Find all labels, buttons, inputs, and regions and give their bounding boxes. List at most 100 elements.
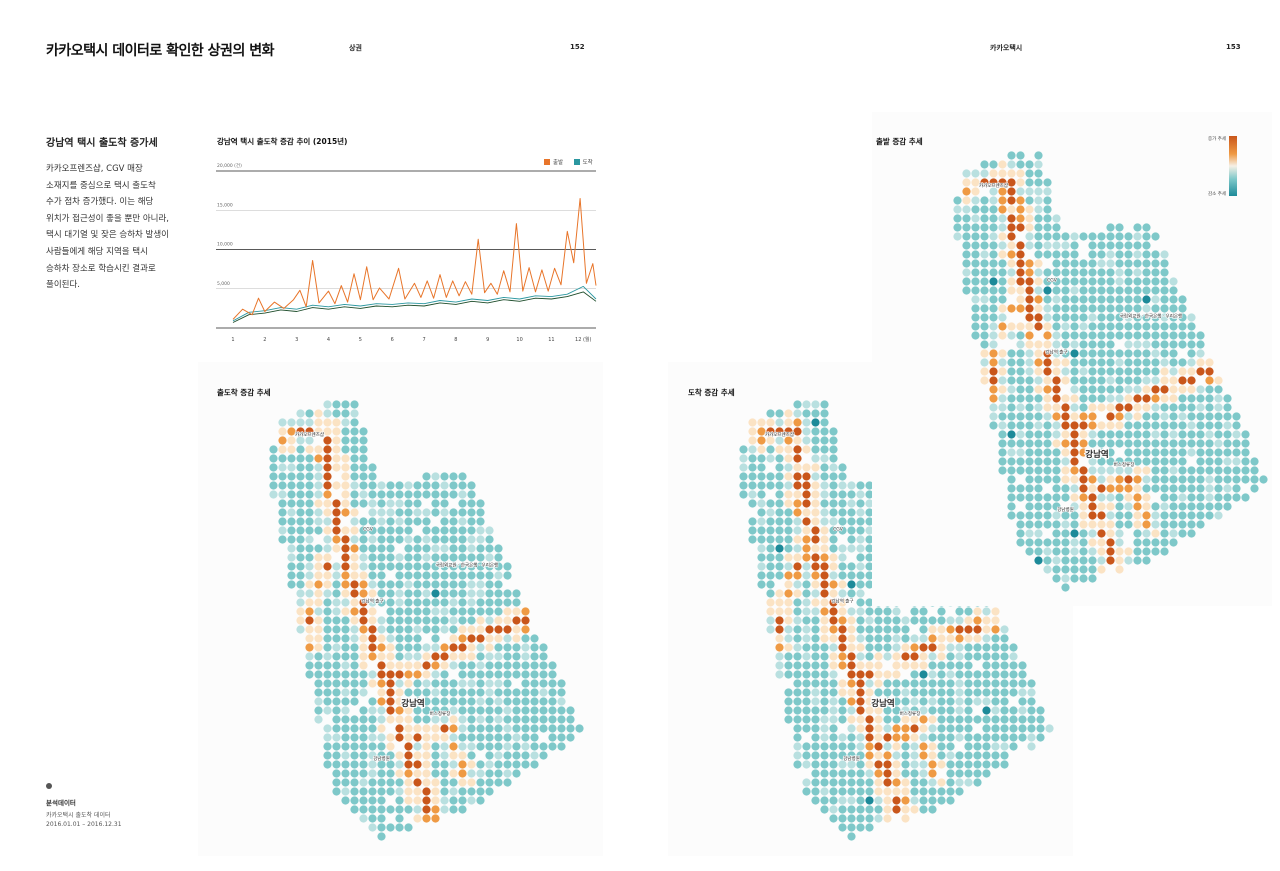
- map-dot: [305, 643, 314, 652]
- map-dot: [1196, 520, 1205, 529]
- map-dot: [928, 706, 937, 715]
- map-dot: [980, 340, 989, 349]
- map-dot: [793, 517, 802, 526]
- map-dot: [1115, 259, 1124, 268]
- map-dot: [811, 661, 820, 670]
- map-dot: [521, 697, 530, 706]
- map-dot: [341, 454, 350, 463]
- map-dot: [413, 598, 422, 607]
- map-dot: [901, 616, 910, 625]
- map-dot: [1151, 520, 1160, 529]
- map-dot: [1151, 349, 1160, 358]
- map-dot: [395, 634, 404, 643]
- map-dot: [314, 652, 323, 661]
- map-dot: [802, 688, 811, 697]
- map-dot: [989, 367, 998, 376]
- map-dot: [946, 715, 955, 724]
- map-dot: [1124, 457, 1133, 466]
- map-label-station: 강남역: [1085, 449, 1108, 460]
- map-dot: [359, 535, 368, 544]
- map-dot: [1106, 493, 1115, 502]
- map-dot: [802, 400, 811, 409]
- map-dot: [341, 715, 350, 724]
- map-dot: [919, 778, 928, 787]
- map-dot: [1007, 421, 1016, 430]
- map-dot: [1178, 484, 1187, 493]
- map-dot: [847, 652, 856, 661]
- map-dot: [971, 214, 980, 223]
- map-dot: [847, 508, 856, 517]
- map-dot: [1025, 475, 1034, 484]
- map-dot: [1133, 547, 1142, 556]
- map-dot: [395, 733, 404, 742]
- map-dot: [973, 616, 982, 625]
- map-dot: [332, 562, 341, 571]
- map-dot: [386, 661, 395, 670]
- map-dot: [1025, 511, 1034, 520]
- map-dot: [440, 508, 449, 517]
- map-dot: [377, 481, 386, 490]
- map-dot: [1133, 430, 1142, 439]
- map-dot: [1133, 394, 1142, 403]
- map-dot: [883, 652, 892, 661]
- map-dot: [1079, 286, 1088, 295]
- map-dot: [901, 724, 910, 733]
- map-dot: [449, 553, 458, 562]
- map-dot: [1016, 376, 1025, 385]
- map-dot: [811, 445, 820, 454]
- map-dot: [341, 472, 350, 481]
- map-dot: [1088, 268, 1097, 277]
- map-dot: [422, 769, 431, 778]
- legend-label-departure: 출발: [553, 160, 564, 166]
- map-dot: [964, 733, 973, 742]
- map-dot: [820, 733, 829, 742]
- map-dot: [1016, 448, 1025, 457]
- map-dot: [820, 760, 829, 769]
- map-dot: [341, 661, 350, 670]
- map-dot: [937, 751, 946, 760]
- map-dot: [1000, 688, 1009, 697]
- map-dot: [377, 733, 386, 742]
- map-dot: [838, 499, 847, 508]
- map-dot: [431, 805, 440, 814]
- map-dot: [1025, 358, 1034, 367]
- map-dot: [305, 427, 314, 436]
- map-dot: [422, 652, 431, 661]
- map-dot: [829, 670, 838, 679]
- map-dot: [1160, 385, 1169, 394]
- map-dot: [314, 616, 323, 625]
- map-dot: [856, 796, 865, 805]
- map-dot: [964, 616, 973, 625]
- map-dot: [1124, 502, 1133, 511]
- map-dot: [413, 661, 422, 670]
- map-dot: [1160, 376, 1169, 385]
- map-dot: [847, 562, 856, 571]
- map-dot: [775, 589, 784, 598]
- map-dot: [314, 418, 323, 427]
- map-dot: [766, 481, 775, 490]
- map-dot: [1097, 556, 1106, 565]
- map-dot: [1043, 187, 1052, 196]
- map-dot: [413, 805, 422, 814]
- map-dot: [431, 544, 440, 553]
- map-dot: [811, 670, 820, 679]
- map-dot: [1187, 484, 1196, 493]
- map-dot: [1070, 322, 1079, 331]
- map-dot: [1124, 556, 1133, 565]
- map-dot: [964, 742, 973, 751]
- map-dot: [998, 466, 1007, 475]
- map-dot: [350, 634, 359, 643]
- map-dot: [431, 733, 440, 742]
- map-dot: [937, 634, 946, 643]
- map-dot: [802, 571, 811, 580]
- map-dot: [1043, 502, 1052, 511]
- map-dot: [1052, 286, 1061, 295]
- map-dot: [964, 760, 973, 769]
- map-dot: [989, 403, 998, 412]
- map-dot: [1070, 250, 1079, 259]
- map-dot: [955, 625, 964, 634]
- map-dot: [539, 751, 548, 760]
- map-dot: [368, 463, 377, 472]
- map-dot: [793, 562, 802, 571]
- map-dot: [1142, 358, 1151, 367]
